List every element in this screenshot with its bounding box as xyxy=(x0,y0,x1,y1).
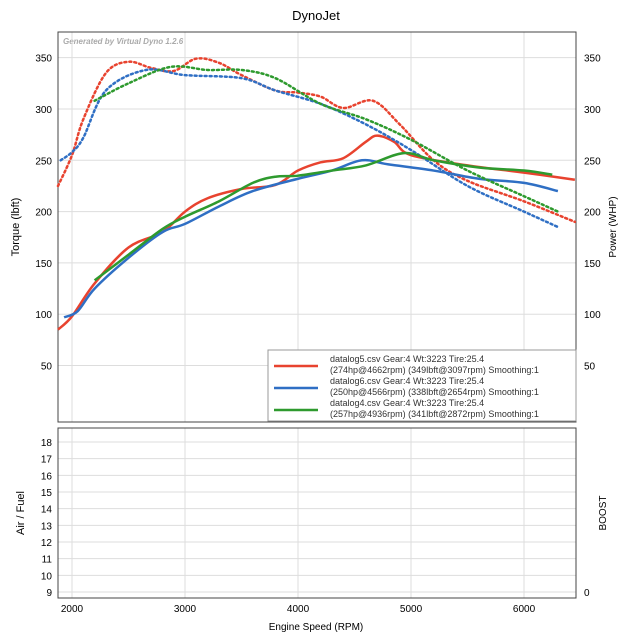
legend-box xyxy=(267,349,577,422)
y-tick-label: 9 xyxy=(46,588,52,599)
y2-axis-label-boost: BOOST xyxy=(598,495,609,530)
y-tick-label: 300 xyxy=(35,105,52,116)
x-tick-label: 2000 xyxy=(61,604,84,615)
power-line-1 xyxy=(57,134,576,331)
y-axis-label-afr: Air / Fuel xyxy=(15,491,27,535)
power-line-3 xyxy=(93,151,553,282)
legend-detail: (250hp@4566rpm) (338lbft@2654rpm) Smooth… xyxy=(330,387,539,397)
x-axis-label: Engine Speed (RPM) xyxy=(269,622,364,633)
y-tick-label: 16 xyxy=(41,471,53,482)
y2-tick-label: 200 xyxy=(584,208,601,219)
y-tick-label: 350 xyxy=(35,54,52,65)
y2-tick-label: 350 xyxy=(584,54,601,65)
chart-title: DynoJet xyxy=(292,8,340,23)
legend-label: datalog5.csv Gear:4 Wt:3223 Tire:25.4 xyxy=(330,354,484,364)
y-tick-label: 200 xyxy=(35,208,52,219)
y-tick-label: 12 xyxy=(41,538,53,549)
y-tick-label: 15 xyxy=(41,488,53,499)
y2-tick-label: 300 xyxy=(584,105,601,116)
y-tick-label: 10 xyxy=(41,571,53,582)
watermark: Generated by Virtual Dyno 1.2.6 xyxy=(63,37,184,46)
legend-label: datalog6.csv Gear:4 Wt:3223 Tire:25.4 xyxy=(330,376,484,386)
legend-label: datalog4.csv Gear:4 Wt:3223 Tire:25.4 xyxy=(330,398,484,408)
y-tick-label: 11 xyxy=(42,555,53,566)
y-tick-label: 100 xyxy=(35,310,52,321)
y-axis-label: Torque (lbft) xyxy=(10,198,22,257)
x-tick-label: 4000 xyxy=(287,604,310,615)
x-tick-label: 3000 xyxy=(174,604,197,615)
y-tick-label: 17 xyxy=(41,455,53,466)
torque-line-3 xyxy=(93,65,560,213)
x-tick-label: 5000 xyxy=(400,604,423,615)
y2-tick-label: 250 xyxy=(584,156,601,167)
y2-tick-label: 100 xyxy=(584,310,601,321)
torque-line-1 xyxy=(56,57,577,224)
y-tick-label: 14 xyxy=(41,505,53,516)
plot-frame-top xyxy=(57,31,577,423)
y-tick-label: 250 xyxy=(35,156,52,167)
legend-detail: (274hp@4662rpm) (349lbft@3097rpm) Smooth… xyxy=(330,365,539,375)
y2-tick-label: 50 xyxy=(584,362,596,373)
y2-tick-label: 0 xyxy=(584,588,590,599)
y-tick-label: 50 xyxy=(41,362,53,373)
y-tick-label: 13 xyxy=(41,521,53,532)
legend: datalog5.csv Gear:4 Wt:3223 Tire:25.4(27… xyxy=(267,349,577,422)
legend-detail: (257hp@4936rpm) (341lbft@2872rpm) Smooth… xyxy=(330,409,539,419)
x-tick-label: 6000 xyxy=(513,604,536,615)
power-line-2 xyxy=(63,158,559,319)
plot-frame-bottom xyxy=(57,427,577,599)
y2-tick-label: 150 xyxy=(584,259,601,270)
y-tick-label: 18 xyxy=(41,438,53,449)
y2-axis-label: Power (WHP) xyxy=(608,196,619,257)
torque-line-2 xyxy=(59,68,560,229)
y-tick-label: 150 xyxy=(35,259,52,270)
